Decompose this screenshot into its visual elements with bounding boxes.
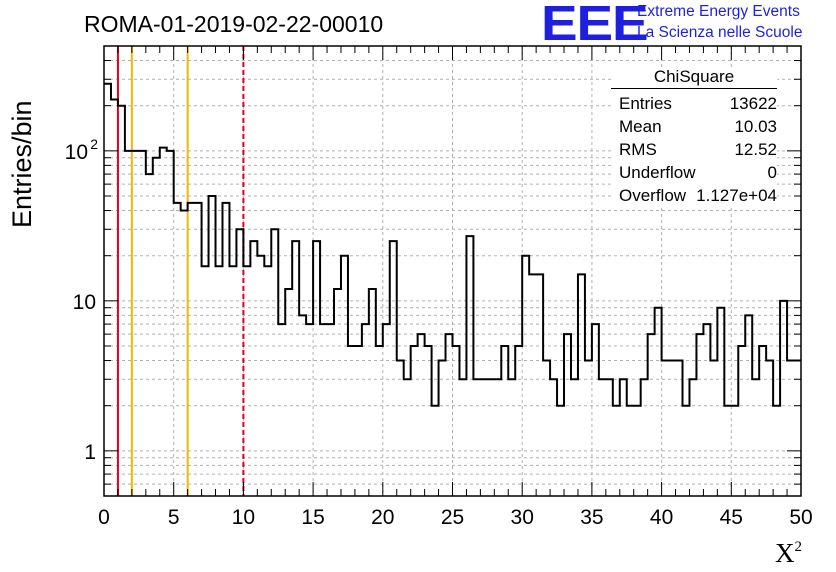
stats-label: Underflow — [619, 163, 696, 182]
x-tick-label: 25 — [441, 506, 464, 529]
logo-line-2: La Scienza nelle Scuole — [637, 24, 803, 41]
y-tick-label: 10 — [65, 141, 88, 164]
y-tick-label-exponent: 2 — [90, 136, 98, 152]
x-tick-label: 15 — [301, 506, 324, 529]
histogram-series — [104, 82, 801, 407]
x-tick-label: 0 — [98, 506, 110, 529]
stats-row-overflow: Overflow 1.127e+04 — [611, 184, 777, 207]
x-tick-label: 40 — [650, 506, 673, 529]
eee-logo: EEE — [541, 0, 649, 51]
x-tick-label: 50 — [789, 506, 812, 529]
stats-row-underflow: Underflow 0 — [611, 161, 777, 184]
y-tick-label: 1 — [84, 441, 96, 464]
stats-row-rms: RMS 12.52 — [611, 138, 777, 161]
stats-value: 0 — [767, 163, 777, 182]
stats-label: RMS — [619, 140, 657, 159]
x-tick-label: 10 — [232, 506, 255, 529]
stats-row-entries: Entries 13622 — [611, 92, 777, 115]
stats-label: Mean — [619, 117, 662, 136]
stats-value: 13622 — [729, 94, 777, 113]
x-tick-label: 20 — [371, 506, 394, 529]
stats-value: 10.03 — [734, 117, 777, 136]
chart-title: ROMA-01-2019-02-22-00010 — [84, 11, 384, 37]
y-axis-label: Entries/bin — [7, 100, 37, 228]
stats-title: ChiSquare — [611, 67, 777, 89]
stats-label: Overflow — [619, 186, 687, 205]
x-tick-label: 45 — [720, 506, 743, 529]
x-tick-label: 30 — [511, 506, 534, 529]
stats-row-mean: Mean 10.03 — [611, 115, 777, 138]
stats-value: 12.52 — [734, 140, 777, 159]
stats-label: Entries — [619, 94, 672, 113]
x-axis-label: X2 — [775, 538, 802, 568]
y-tick-label: 10 — [73, 291, 96, 314]
x-tick-label: 35 — [580, 506, 603, 529]
stats-value: 1.127e+04 — [696, 186, 777, 205]
stats-box: ChiSquare Entries 13622 Mean 10.03 RMS 12.52 U… — [611, 67, 777, 207]
logo-line-1: Extreme Energy Events — [637, 3, 800, 20]
x-tick-label: 5 — [168, 506, 180, 529]
